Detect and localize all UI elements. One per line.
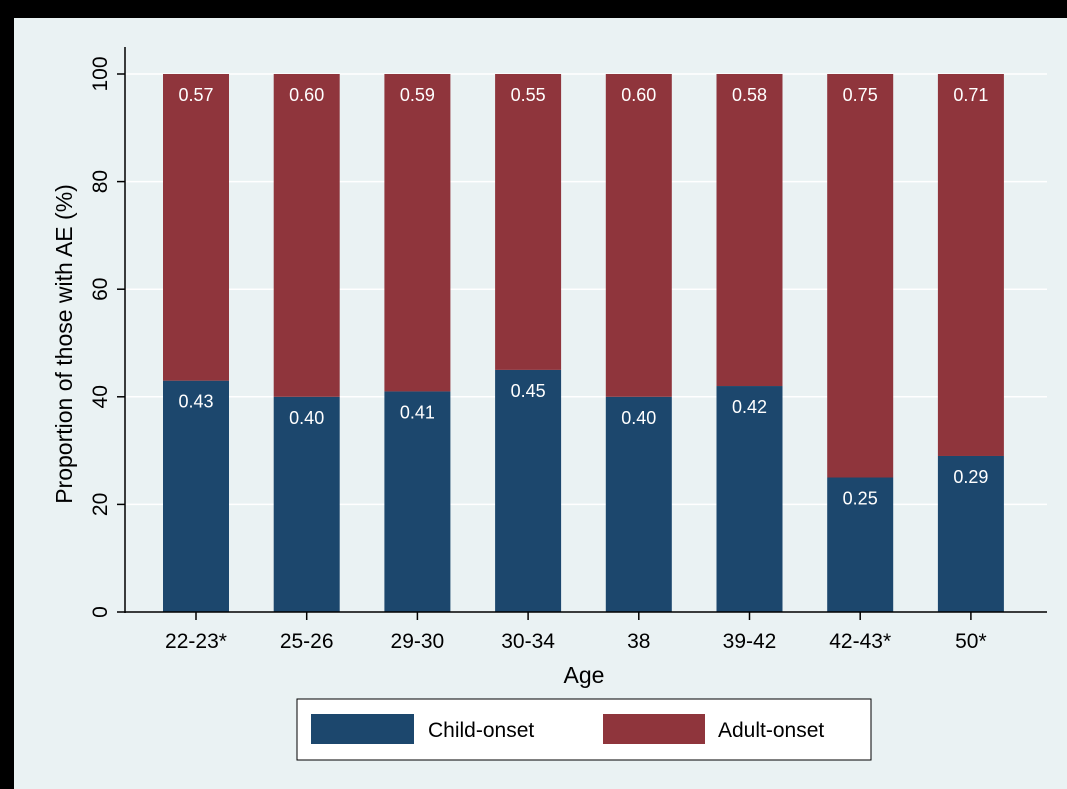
data-label-adult-onset-1: 0.60: [289, 85, 324, 105]
legend: Child-onset Adult-onset: [296, 698, 872, 761]
bar-adult-onset-6: [827, 74, 894, 478]
y-tick-label-40: 40: [89, 385, 112, 408]
x-tick-label-1: 25-26: [280, 630, 334, 653]
bar-adult-onset-0: [163, 74, 229, 381]
plot-area: [125, 47, 1047, 612]
x-tick-label-0: 22-23*: [165, 630, 227, 653]
bar-child-onset-6: [827, 477, 894, 612]
y-tick-label-80: 80: [89, 170, 112, 193]
y-tick-label-60: 60: [89, 278, 112, 301]
bars: [163, 74, 1004, 612]
data-label-adult-onset-0: 0.57: [178, 85, 213, 105]
data-label-adult-onset-6: 0.75: [843, 85, 878, 105]
data-label-child-onset-5: 0.42: [732, 397, 767, 417]
data-label-child-onset-2: 0.41: [400, 402, 435, 422]
legend-swatch-adult-onset: [603, 714, 705, 744]
bar-child-onset-0: [163, 380, 229, 612]
bar-adult-onset-2: [384, 74, 451, 392]
data-label-child-onset-0: 0.43: [178, 392, 213, 412]
data-label-adult-onset-3: 0.55: [511, 85, 546, 105]
bar-child-onset-7: [937, 455, 1004, 612]
bar-adult-onset-7: [937, 74, 1004, 456]
bar-child-onset-4: [605, 396, 672, 612]
legend-label-adult-onset: Adult-onset: [718, 719, 824, 742]
data-label-child-onset-4: 0.40: [621, 408, 656, 428]
y-tick-label-100: 100: [89, 56, 112, 91]
x-tick-label-4: 38: [627, 630, 650, 653]
data-label-adult-onset-4: 0.60: [621, 85, 656, 105]
y-axis-title: Proportion of those with AE (%): [51, 184, 77, 504]
data-label-child-onset-6: 0.25: [843, 489, 878, 509]
data-labels: 0.43 0.57 0.40 0.60 0.41 0.59 0.45 0.55 0.40 0.60…: [178, 85, 988, 509]
bar-adult-onset-3: [495, 74, 562, 370]
bar-child-onset-2: [384, 391, 451, 612]
bar-adult-onset-1: [273, 74, 340, 397]
x-tick-label-3: 30-34: [501, 630, 555, 653]
bar-child-onset-3: [495, 369, 562, 612]
y-tick-label-20: 20: [89, 493, 112, 516]
legend-swatch-child-onset: [311, 714, 414, 744]
data-label-child-onset-1: 0.40: [289, 408, 324, 428]
data-label-adult-onset-5: 0.58: [732, 85, 767, 105]
data-label-child-onset-3: 0.45: [511, 381, 546, 401]
gridlines: [125, 47, 1047, 612]
data-label-child-onset-7: 0.29: [953, 467, 988, 487]
x-axis-title: Age: [564, 662, 605, 688]
x-tick-label-2: 29-30: [391, 630, 445, 653]
data-label-adult-onset-2: 0.59: [400, 85, 435, 105]
bar-adult-onset-4: [605, 74, 672, 397]
legend-label-child-onset: Child-onset: [428, 719, 534, 742]
bar-child-onset-5: [716, 386, 783, 612]
x-tick-label-5: 39-42: [723, 630, 777, 653]
y-tick-label-0: 0: [89, 606, 112, 618]
bar-child-onset-1: [273, 396, 340, 612]
x-tick-label-6: 42-43*: [829, 630, 891, 653]
data-label-adult-onset-7: 0.71: [953, 85, 988, 105]
bar-adult-onset-5: [716, 74, 783, 387]
axes: 0 20 40 60 80 100 22-23* 25-26 29-30 30-34 38 39-42…: [89, 47, 1047, 653]
x-tick-label-7: 50*: [955, 630, 987, 653]
